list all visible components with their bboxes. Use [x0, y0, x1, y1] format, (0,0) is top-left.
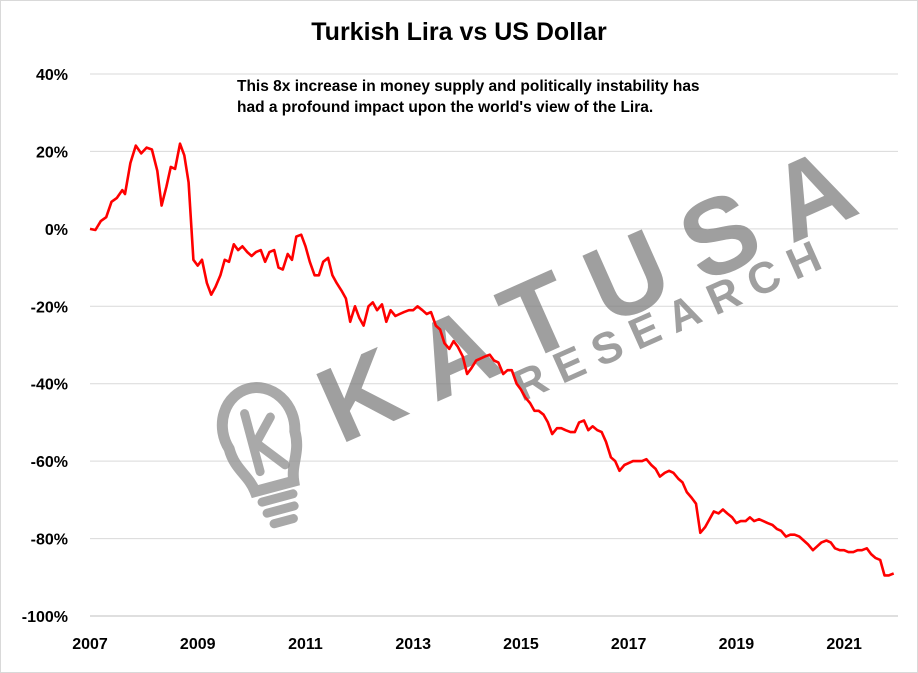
watermark: KATUSA RESEARCH	[216, 112, 896, 529]
x-tick-label: 2021	[826, 636, 862, 653]
y-tick-label: -60%	[31, 454, 68, 471]
annotation-text: This 8x increase in money supply and pol…	[237, 76, 757, 118]
series-line-0	[89, 142, 895, 577]
y-tick-label: -100%	[22, 609, 68, 626]
chart-title: Turkish Lira vs US Dollar	[311, 18, 607, 46]
series-layer	[89, 142, 895, 577]
x-tick-label: 2015	[503, 636, 539, 653]
watermark-brand-text: KATUSA	[300, 112, 895, 466]
y-tick-label: -80%	[31, 532, 68, 549]
x-tick-label: 2009	[180, 636, 216, 653]
x-tick-label: 2019	[719, 636, 755, 653]
x-tick-label: 2013	[395, 636, 431, 653]
x-tick-label: 2011	[288, 636, 323, 653]
y-tick-label: -40%	[31, 377, 68, 394]
y-tick-label: -20%	[31, 299, 68, 316]
annotation-line: This 8x increase in money supply and pol…	[237, 78, 700, 95]
lightbulb-k-icon	[216, 382, 303, 529]
annotation-line: had a profound impact upon the world's v…	[237, 99, 654, 116]
gridlines	[90, 73, 898, 617]
y-tick-label: 20%	[36, 144, 68, 161]
y-tick-label: 0%	[45, 222, 68, 239]
y-tick-label: 40%	[36, 67, 68, 84]
axes: 40% 20% 0% -20% -40% -60% -80% -100%2007 2009 201…	[22, 67, 898, 653]
x-tick-label: 2007	[72, 636, 108, 653]
x-tick-label: 2017	[611, 636, 647, 653]
